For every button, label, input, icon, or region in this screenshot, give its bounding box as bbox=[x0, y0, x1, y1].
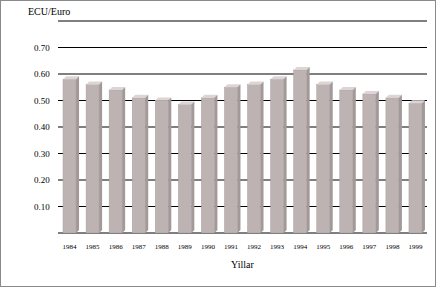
bar-side bbox=[191, 101, 194, 233]
x-tick-label: 1990 bbox=[201, 243, 216, 251]
bar bbox=[109, 90, 122, 233]
y-tick-label: 0.30 bbox=[34, 149, 50, 159]
bar-side bbox=[168, 98, 171, 234]
grid-line bbox=[58, 47, 427, 48]
bars bbox=[63, 67, 425, 233]
bar bbox=[294, 70, 307, 233]
y-axis-label: ECU/Euro bbox=[28, 6, 70, 17]
bar-side bbox=[422, 100, 425, 233]
bar bbox=[86, 85, 99, 233]
x-axis-label: Yillar bbox=[231, 259, 254, 270]
x-tick-label: 1989 bbox=[178, 243, 193, 251]
bar-side bbox=[261, 82, 264, 233]
y-tick-label: 0.60 bbox=[34, 69, 50, 79]
y-tick-label: 0.20 bbox=[34, 175, 50, 185]
y-tick-label: 0.50 bbox=[34, 96, 50, 106]
bar-side bbox=[76, 76, 79, 233]
bar-side bbox=[284, 76, 287, 233]
bar bbox=[178, 104, 191, 233]
bar-side bbox=[99, 82, 102, 233]
bar bbox=[224, 87, 237, 233]
bar bbox=[201, 98, 214, 233]
x-tick-label: 1993 bbox=[270, 243, 285, 251]
x-tick-label: 1985 bbox=[86, 243, 101, 251]
bar-side bbox=[330, 82, 333, 233]
bar-side bbox=[214, 95, 217, 233]
y-tick-label: 0.10 bbox=[34, 202, 50, 212]
x-tick-label: 1998 bbox=[385, 243, 400, 251]
bar bbox=[271, 79, 284, 233]
bar bbox=[340, 90, 353, 233]
bar bbox=[386, 98, 399, 233]
x-tick-label: 1988 bbox=[155, 243, 170, 251]
bar-side bbox=[399, 95, 402, 233]
x-tick-label: 1991 bbox=[224, 243, 239, 251]
x-tick-label: 1995 bbox=[316, 243, 331, 251]
x-tick-label: 1994 bbox=[293, 243, 308, 251]
x-tick-label: 1986 bbox=[109, 243, 124, 251]
bar-side bbox=[122, 87, 125, 233]
grid-line bbox=[58, 74, 427, 75]
bar-side bbox=[353, 87, 356, 233]
bar-side bbox=[307, 67, 310, 233]
chart: 0.10 0.20 0.30 0.40 0.50 0.60 0.70 ECU/Euro 1984… bbox=[0, 0, 436, 287]
x-tick-label: 1999 bbox=[408, 243, 423, 251]
bar-side bbox=[145, 95, 148, 233]
x-tick-label: 1997 bbox=[362, 243, 377, 251]
bar bbox=[248, 85, 261, 233]
bar bbox=[155, 101, 168, 234]
y-tick-label: 0.40 bbox=[34, 122, 50, 132]
bar bbox=[63, 79, 76, 233]
range-top bbox=[58, 21, 427, 22]
outer-frame bbox=[1, 1, 436, 287]
x-tick-label: 1992 bbox=[247, 243, 262, 251]
x-tick-label: 1987 bbox=[132, 243, 147, 251]
bar bbox=[363, 94, 376, 233]
bar bbox=[409, 103, 422, 233]
x-tick-label: 1996 bbox=[339, 243, 354, 251]
bar-side bbox=[237, 84, 240, 233]
x-tick-label: 1984 bbox=[63, 243, 78, 251]
bar-side bbox=[376, 91, 379, 233]
bar bbox=[132, 98, 145, 233]
y-tick-label: 0.70 bbox=[34, 43, 50, 53]
bar bbox=[317, 85, 330, 233]
